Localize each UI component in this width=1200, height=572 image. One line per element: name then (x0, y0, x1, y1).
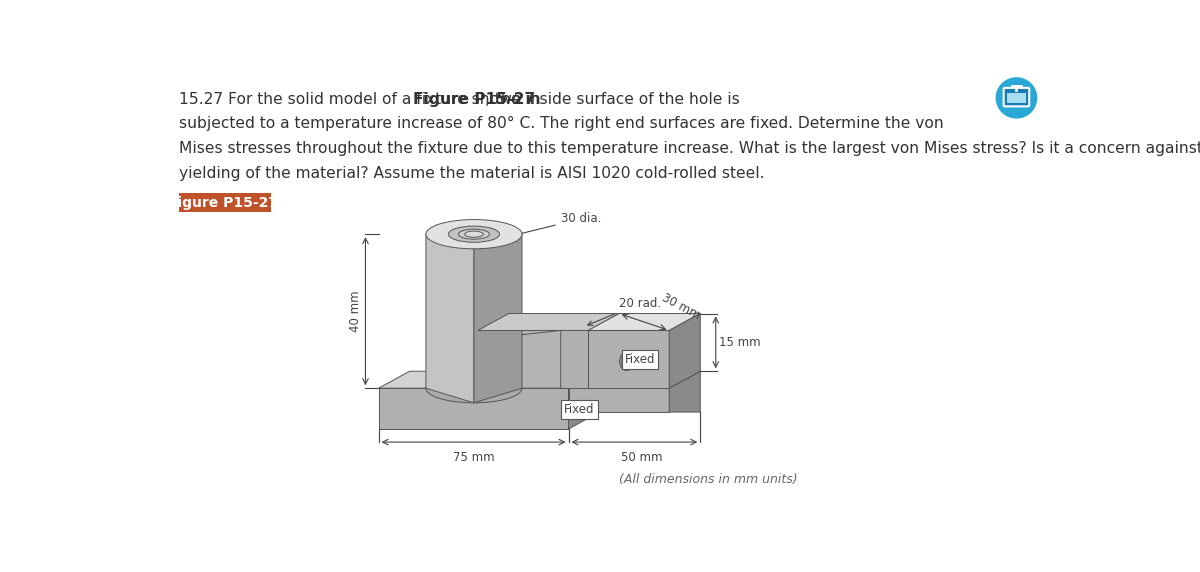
Ellipse shape (426, 374, 522, 403)
Polygon shape (670, 371, 701, 412)
Text: (All dimensions in mm units): (All dimensions in mm units) (619, 472, 797, 486)
Text: Mises stresses throughout the fixture due to this temperature increase. What is : Mises stresses throughout the fixture du… (180, 141, 1200, 156)
FancyBboxPatch shape (1003, 88, 1030, 106)
Text: 75 mm: 75 mm (452, 451, 494, 464)
Text: 30 mm: 30 mm (660, 291, 702, 322)
Polygon shape (588, 313, 701, 331)
Polygon shape (379, 388, 569, 429)
Polygon shape (452, 331, 560, 388)
Text: 30 dia.: 30 dia. (491, 212, 601, 242)
Text: Figure P15-27: Figure P15-27 (413, 92, 535, 107)
Text: Fixed: Fixed (564, 403, 595, 416)
Polygon shape (478, 331, 588, 388)
Polygon shape (426, 234, 474, 403)
Text: 50 mm: 50 mm (622, 451, 662, 464)
Polygon shape (379, 371, 600, 388)
Ellipse shape (449, 226, 499, 243)
Text: subjected to a temperature increase of 80° C. The right end surfaces are fixed. : subjected to a temperature increase of 8… (180, 116, 944, 132)
Text: Figure P15-27.: Figure P15-27. (168, 196, 283, 209)
Ellipse shape (619, 352, 634, 371)
Polygon shape (569, 371, 701, 388)
Text: 40 mm: 40 mm (349, 291, 362, 332)
Text: 15 mm: 15 mm (719, 336, 761, 349)
Polygon shape (569, 371, 600, 429)
Ellipse shape (464, 231, 484, 237)
Text: , the inside surface of the hole is: , the inside surface of the hole is (485, 92, 739, 107)
Polygon shape (474, 234, 522, 403)
Polygon shape (670, 313, 701, 388)
Circle shape (996, 78, 1037, 118)
Text: yielding of the material? Assume the material is AISI 1020 cold-rolled steel.: yielding of the material? Assume the mat… (180, 166, 764, 181)
FancyBboxPatch shape (180, 193, 271, 212)
Ellipse shape (426, 220, 522, 249)
FancyBboxPatch shape (1007, 93, 1026, 104)
Polygon shape (588, 331, 670, 388)
Text: Fixed: Fixed (624, 353, 655, 366)
Polygon shape (478, 313, 619, 331)
Polygon shape (569, 388, 670, 412)
Text: 15.27 For the solid model of a fixture shown in: 15.27 For the solid model of a fixture s… (180, 92, 546, 107)
Ellipse shape (458, 229, 490, 239)
Text: 20 rad.: 20 rad. (588, 297, 661, 325)
